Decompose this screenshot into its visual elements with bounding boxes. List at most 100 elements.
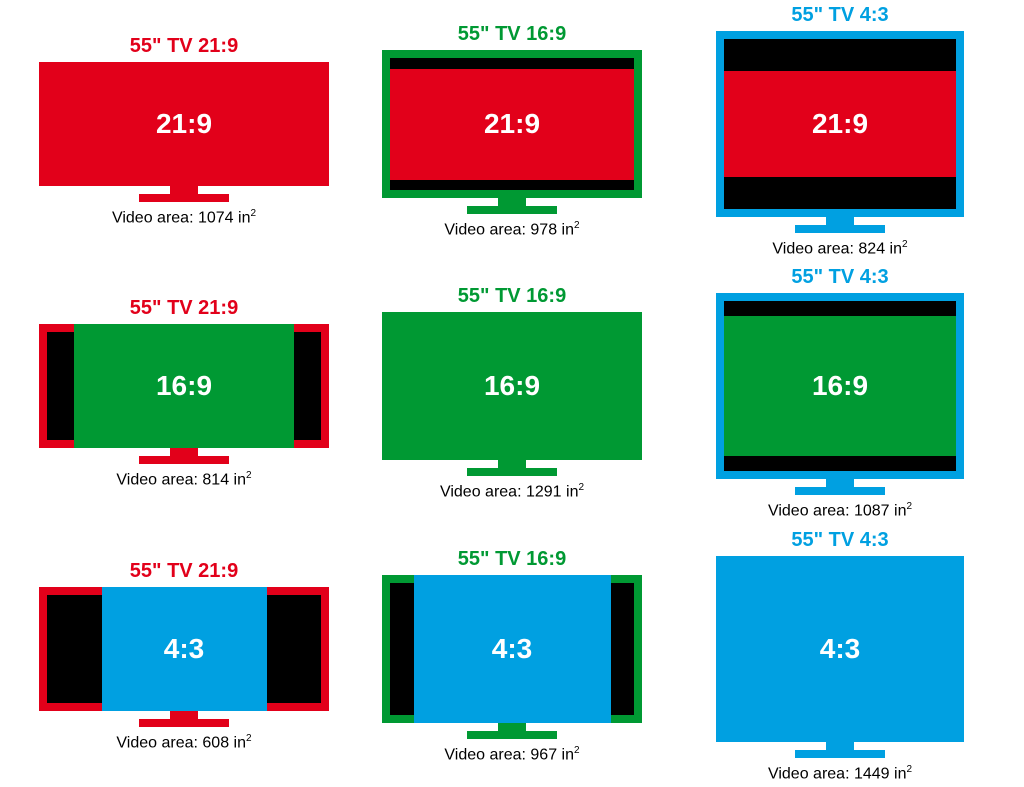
comparison-cell: 55" TV 16:9 21:9 Video area: 978 in2 [348, 0, 676, 262]
content-ratio-label: 4:3 [492, 633, 532, 665]
caption-exponent: 2 [574, 220, 580, 231]
tv-stand [795, 217, 885, 233]
video-area-caption: Video area: 1291 in2 [440, 482, 584, 501]
caption-unit: in [885, 240, 902, 257]
tv-screen: 4:3 [382, 575, 642, 723]
tv-screen: 21:9 [716, 31, 964, 217]
video-area-value: 608 [202, 734, 229, 751]
video-content-area: 21:9 [390, 69, 634, 180]
comparison-cell: 55" TV 16:9 4:3 Video area: 967 in2 [348, 525, 676, 787]
tv-graphic: 21:9 [382, 50, 642, 214]
video-area-caption: Video area: 824 in2 [772, 239, 907, 258]
caption-unit: in [890, 503, 907, 520]
comparison-cell: 55" TV 21:9 16:9 Video area: 814 in2 [20, 262, 348, 524]
comparison-cell: 55" TV 4:321:9Video area: 824 in2 [676, 0, 1004, 262]
caption-unit: in [229, 734, 246, 751]
tv-stand [795, 479, 885, 495]
tv-title: 55" TV 4:3 [791, 266, 888, 289]
tv-title: 55" TV 21:9 [130, 35, 238, 58]
caption-prefix: Video area: [112, 209, 198, 226]
tv-graphic: 4:3 [382, 575, 642, 739]
tv-stand [139, 186, 229, 202]
video-area-caption: Video area: 1087 in2 [768, 501, 912, 520]
tv-graphic: 16:9 [39, 324, 329, 464]
content-ratio-label: 4:3 [820, 633, 860, 665]
video-area-caption: Video area: 1449 in2 [768, 764, 912, 783]
caption-unit: in [234, 209, 251, 226]
comparison-cell: 55" TV 21:9 21:9 Video area: 1074 in2 [20, 0, 348, 262]
tv-title: 55" TV 16:9 [458, 548, 566, 571]
caption-exponent: 2 [246, 470, 252, 481]
caption-exponent: 2 [578, 482, 584, 493]
comparison-cell: 55" TV 21:9 4:3 Video area: 608 in2 [20, 525, 348, 787]
video-area-value: 967 [530, 746, 557, 763]
tv-title: 55" TV 16:9 [458, 285, 566, 308]
tv-screen: 16:9 [39, 324, 329, 448]
video-content-area: 21:9 [724, 71, 956, 177]
caption-prefix: Video area: [768, 503, 854, 520]
caption-exponent: 2 [574, 745, 580, 756]
video-area-caption: Video area: 978 in2 [444, 220, 579, 239]
video-content-area: 4:3 [724, 556, 956, 742]
content-ratio-label: 16:9 [156, 370, 212, 402]
video-area-caption: Video area: 814 in2 [116, 470, 251, 489]
tv-screen: 16:9 [716, 293, 964, 479]
tv-stand [795, 742, 885, 758]
video-area-value: 1074 [198, 209, 234, 226]
tv-title: 55" TV 21:9 [130, 560, 238, 583]
caption-prefix: Video area: [444, 746, 530, 763]
video-area-value: 824 [858, 240, 885, 257]
video-area-value: 814 [202, 472, 229, 489]
content-ratio-label: 16:9 [484, 370, 540, 402]
tv-stand [467, 198, 557, 214]
caption-exponent: 2 [250, 208, 256, 219]
comparison-cell: 55" TV 4:3 16:9 Video area: 1087 in2 [676, 262, 1004, 524]
tv-title: 55" TV 16:9 [458, 23, 566, 46]
tv-screen: 21:9 [382, 50, 642, 198]
tv-stand [467, 723, 557, 739]
content-ratio-label: 21:9 [812, 108, 868, 140]
content-ratio-label: 21:9 [484, 108, 540, 140]
tv-screen: 4:3 [39, 587, 329, 711]
video-area-caption: Video area: 967 in2 [444, 745, 579, 764]
tv-stand [467, 460, 557, 476]
tv-screen: 21:9 [39, 62, 329, 186]
video-content-area: 16:9 [390, 313, 634, 459]
tv-graphic: 4:3 [39, 587, 329, 727]
content-ratio-label: 21:9 [156, 108, 212, 140]
tv-graphic: 16:9 [716, 293, 964, 495]
video-area-value: 978 [530, 221, 557, 238]
comparison-cell: 55" TV 16:9 16:9 Video area: 1291 in2 [348, 262, 676, 524]
tv-comparison-grid: 55" TV 21:921:9Video area: 1074 in255" T… [0, 0, 1024, 772]
video-area-value: 1291 [526, 484, 562, 501]
tv-screen: 16:9 [382, 312, 642, 460]
caption-unit: in [229, 472, 246, 489]
tv-title: 55" TV 21:9 [130, 297, 238, 320]
video-content-area: 16:9 [724, 316, 956, 456]
caption-unit: in [557, 221, 574, 238]
video-area-caption: Video area: 608 in2 [116, 733, 251, 752]
caption-unit: in [562, 484, 579, 501]
caption-exponent: 2 [906, 501, 912, 512]
caption-exponent: 2 [906, 764, 912, 775]
caption-prefix: Video area: [440, 484, 526, 501]
tv-graphic: 4:3 [716, 556, 964, 758]
caption-prefix: Video area: [116, 734, 202, 751]
tv-stand [139, 448, 229, 464]
tv-graphic: 16:9 [382, 312, 642, 476]
tv-graphic: 21:9 [39, 62, 329, 202]
caption-exponent: 2 [902, 239, 908, 250]
caption-prefix: Video area: [768, 765, 854, 782]
content-ratio-label: 16:9 [812, 370, 868, 402]
caption-prefix: Video area: [772, 240, 858, 257]
video-area-caption: Video area: 1074 in2 [112, 208, 256, 227]
video-area-value: 1087 [854, 503, 890, 520]
caption-unit: in [557, 746, 574, 763]
content-ratio-label: 4:3 [164, 633, 204, 665]
caption-unit: in [890, 765, 907, 782]
caption-prefix: Video area: [116, 472, 202, 489]
video-content-area: 21:9 [47, 62, 321, 186]
caption-prefix: Video area: [444, 221, 530, 238]
comparison-cell: 55" TV 4:34:3Video area: 1449 in2 [676, 525, 1004, 787]
tv-screen: 4:3 [716, 556, 964, 742]
